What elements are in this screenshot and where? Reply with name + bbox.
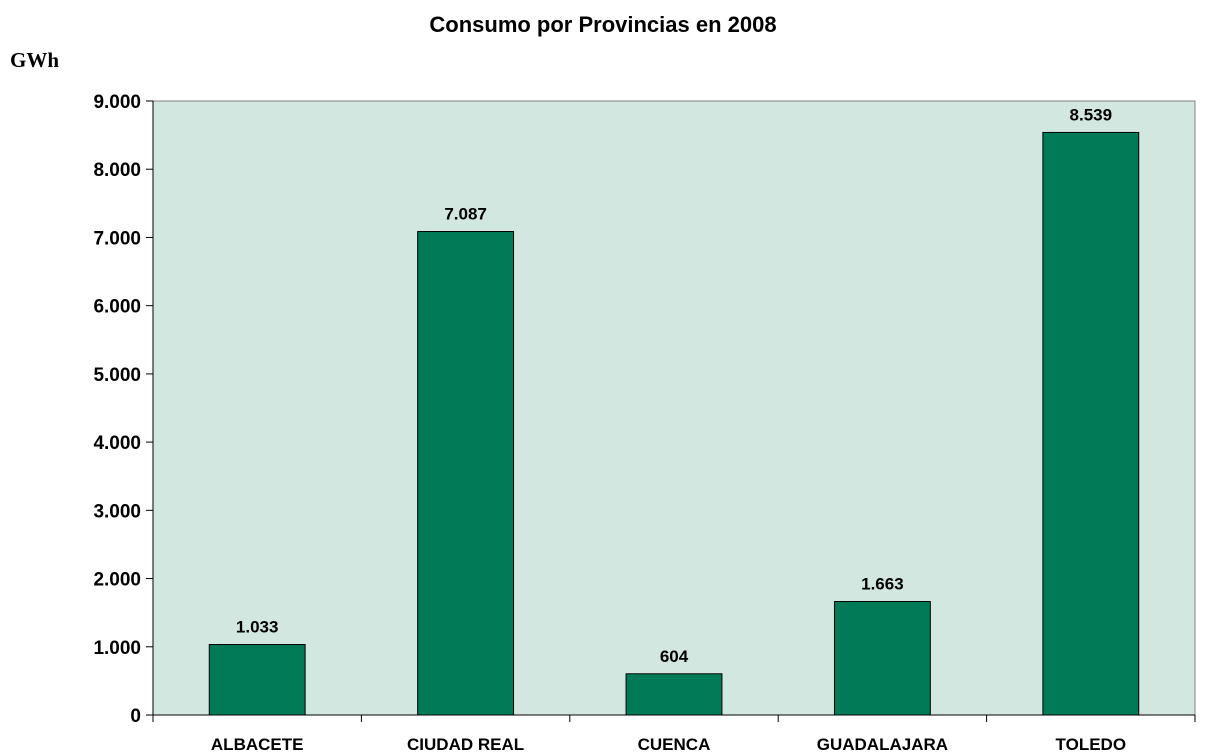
y-tick-label: 9.000	[93, 92, 141, 113]
bar	[208, 644, 306, 716]
y-tick-label: 8.000	[93, 160, 141, 181]
y-tick-label: 5.000	[93, 365, 141, 386]
bar-value-label: 604	[660, 647, 689, 666]
y-tick-label: 2.000	[93, 570, 141, 591]
bar-value-label: 7.087	[444, 205, 487, 224]
bar	[417, 231, 515, 716]
y-tick-label: 0	[130, 706, 141, 727]
y-tick-label: 6.000	[93, 297, 141, 318]
bar-value-label: 1.033	[236, 618, 279, 637]
y-tick-label: 4.000	[93, 433, 141, 454]
bar-value-label: 1.663	[861, 575, 904, 594]
bar-value-label: 8.539	[1070, 105, 1113, 124]
y-tick-label: 1.000	[93, 638, 141, 659]
bar	[1042, 131, 1140, 716]
plot-area	[152, 100, 1196, 716]
bar	[833, 601, 931, 716]
y-tick-label: 3.000	[93, 501, 141, 522]
y-tick-label: 7.000	[93, 228, 141, 249]
x-category-label: TOLEDO	[1056, 735, 1127, 754]
x-category-label: CIUDAD REAL	[407, 735, 524, 754]
bar	[625, 673, 723, 716]
x-category-label: GUADALAJARA	[817, 735, 948, 754]
y-axis-label: GWh	[10, 48, 60, 72]
x-category-label: ALBACETE	[211, 735, 304, 754]
x-category-label: CUENCA	[638, 735, 711, 754]
chart-title: Consumo por Provincias en 2008	[429, 12, 777, 37]
